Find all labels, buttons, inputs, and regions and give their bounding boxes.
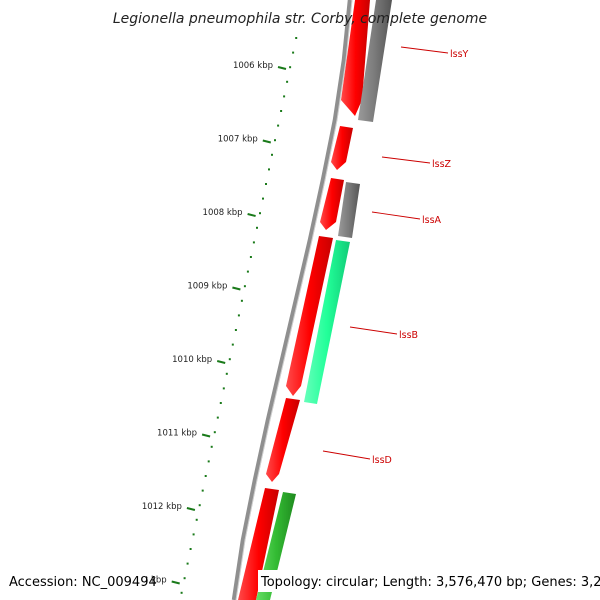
minor-tick — [213, 431, 216, 434]
major-tick — [247, 213, 256, 217]
cds-arrow[interactable] — [331, 126, 353, 170]
minor-tick — [180, 591, 183, 594]
major-tick — [201, 433, 211, 438]
minor-tick — [207, 460, 210, 463]
gene-label-lssA[interactable]: lssA — [422, 215, 442, 226]
minor-tick — [201, 489, 204, 492]
minor-tick — [225, 372, 228, 375]
minor-tick — [186, 562, 189, 565]
kbp-tick-label: 1012 kbp — [142, 502, 182, 512]
kbp-tick-label: 1010 kbp — [172, 355, 212, 365]
kbp-tick-label: 1009 kbp — [187, 282, 227, 292]
lssY-leader — [400, 46, 449, 54]
minor-tick — [283, 95, 286, 98]
minor-tick — [198, 504, 201, 507]
minor-tick — [286, 80, 289, 83]
minor-tick — [189, 548, 192, 550]
cds-arrow[interactable] — [266, 398, 300, 482]
sequence-backbone — [231, 0, 353, 600]
kbp-ticks: 1006 kbp 1007 kbp 1008 kbp 1009 kbp 1010 kbp… — [127, 61, 287, 586]
minor-tick — [249, 256, 252, 258]
map-title: Legionella pneumophila str. Corby, compl… — [113, 11, 487, 27]
gene-labels: lssY lssZ lssA lssB lssD — [322, 46, 469, 466]
minor-tick — [228, 358, 231, 361]
gene-label-lssD[interactable]: lssD — [372, 455, 392, 466]
cds-arrow[interactable] — [286, 236, 333, 396]
minor-tick — [204, 475, 207, 477]
minor-tick — [192, 533, 195, 536]
gene-label-lssB[interactable]: lssB — [399, 330, 418, 341]
cds-track-red — [238, 0, 370, 600]
tick-dots-track — [180, 37, 298, 594]
minor-tick — [195, 518, 198, 521]
major-tick — [171, 580, 180, 585]
sequence-backbone-highlight — [235, 0, 353, 600]
cds-arrow[interactable] — [341, 0, 370, 116]
cds-arrow[interactable] — [238, 488, 279, 600]
major-tick — [262, 139, 272, 144]
minor-tick — [289, 66, 292, 69]
minor-tick — [183, 577, 186, 580]
minor-tick — [237, 314, 240, 317]
gene-lssY-shape[interactable] — [358, 0, 392, 122]
minor-tick — [252, 241, 255, 244]
major-tick — [216, 360, 226, 364]
lssA-leader — [371, 211, 421, 220]
minor-tick — [210, 445, 213, 448]
gene-label-lssZ[interactable]: lssZ — [432, 159, 452, 170]
major-tick — [232, 286, 241, 291]
minor-tick — [256, 226, 258, 229]
lssZ-leader — [381, 156, 431, 164]
major-tick — [186, 507, 196, 511]
minor-tick — [246, 270, 249, 273]
minor-tick — [292, 51, 295, 54]
accession-text: Accession: NC_009494 — [9, 575, 157, 590]
minor-tick — [265, 183, 267, 185]
minor-tick — [295, 37, 298, 39]
kbp-tick-label: 1007 kbp — [218, 135, 258, 145]
minor-tick — [274, 139, 276, 142]
minor-tick — [280, 110, 283, 112]
minor-tick — [234, 329, 237, 331]
minor-tick — [259, 212, 261, 215]
minor-tick — [216, 416, 219, 419]
minor-tick — [268, 168, 270, 171]
minor-tick — [231, 343, 234, 346]
minor-tick — [271, 153, 273, 156]
minor-tick — [219, 402, 222, 404]
gene-lssA-shape[interactable] — [338, 182, 360, 238]
topology-text: Topology: circular; Length: 3,576,470 bp… — [260, 575, 600, 590]
major-tick — [277, 66, 287, 70]
minor-tick — [262, 197, 264, 200]
footer-right-bg — [258, 570, 596, 592]
minor-tick — [277, 124, 280, 127]
minor-tick — [240, 299, 243, 302]
kbp-tick-label: 1006 kbp — [233, 61, 273, 71]
footer-left-bg — [6, 570, 146, 592]
gene-label-lssY[interactable]: lssY — [450, 49, 469, 60]
minor-tick — [222, 387, 225, 390]
kbp-tick-label: 1008 kbp — [203, 208, 243, 218]
kbp-tick-label: 1011 kbp — [157, 429, 197, 439]
cds-track-other — [256, 0, 392, 600]
kbp-tick-label: 1013 kbp — [127, 576, 167, 586]
gene-lssB-shape[interactable] — [304, 240, 350, 404]
lssD-leader — [322, 450, 371, 460]
minor-tick — [243, 285, 246, 288]
cds-arrow[interactable] — [320, 178, 344, 230]
lssB-leader — [349, 326, 398, 335]
